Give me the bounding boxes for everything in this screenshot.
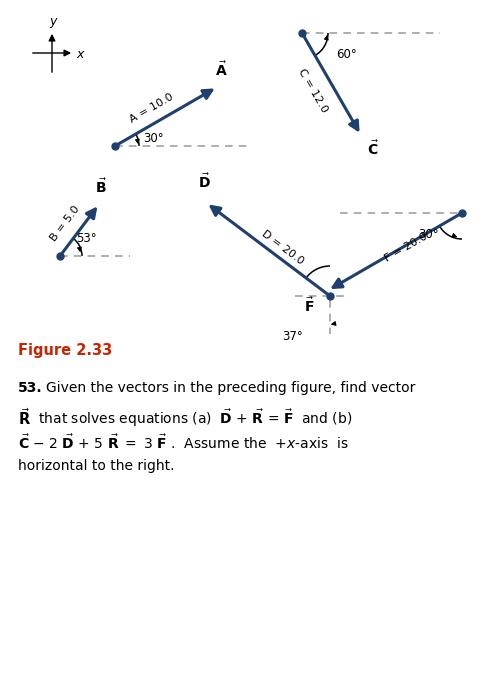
Text: 30°: 30° [418, 229, 439, 242]
Text: 60°: 60° [336, 48, 357, 61]
Text: y: y [49, 15, 56, 28]
Text: Given the vectors in the preceding figure, find vector: Given the vectors in the preceding figur… [46, 381, 415, 395]
Text: horizontal to the right.: horizontal to the right. [18, 459, 174, 473]
Text: $\vec{\mathbf{R}}$: $\vec{\mathbf{R}}$ [18, 407, 31, 428]
Text: D = 20.0: D = 20.0 [260, 228, 306, 266]
Text: $\vec{\mathbf{C}}$: $\vec{\mathbf{C}}$ [367, 139, 379, 158]
Text: $\vec{\mathbf{D}}$: $\vec{\mathbf{D}}$ [198, 172, 210, 191]
Text: 53°: 53° [76, 232, 96, 244]
Text: 30°: 30° [143, 131, 164, 144]
Text: F = 20.0: F = 20.0 [383, 232, 430, 264]
Text: 53.: 53. [18, 381, 43, 395]
Text: that solves equations (a)  $\vec{\mathbf{D}}$ + $\vec{\mathbf{R}}$ = $\vec{\math: that solves equations (a) $\vec{\mathbf{… [34, 407, 352, 428]
Text: 37°: 37° [282, 330, 303, 343]
Text: Figure 2.33: Figure 2.33 [18, 343, 112, 358]
Text: A = 10.0: A = 10.0 [128, 92, 175, 125]
Text: C = 12.0: C = 12.0 [297, 67, 330, 114]
Text: $\vec{\mathbf{C}}$ $-$ 2 $\vec{\mathbf{D}}$ $+$ 5 $\vec{\mathbf{R}}$ $=$ 3 $\vec: $\vec{\mathbf{C}}$ $-$ 2 $\vec{\mathbf{D… [18, 433, 349, 452]
Text: $\vec{\mathbf{A}}$: $\vec{\mathbf{A}}$ [215, 61, 227, 79]
Text: $\vec{\mathbf{B}}$: $\vec{\mathbf{B}}$ [95, 178, 107, 196]
Text: x: x [76, 48, 83, 61]
Text: B = 5.0: B = 5.0 [49, 204, 82, 244]
Text: $\vec{\mathbf{F}}$: $\vec{\mathbf{F}}$ [304, 296, 315, 315]
